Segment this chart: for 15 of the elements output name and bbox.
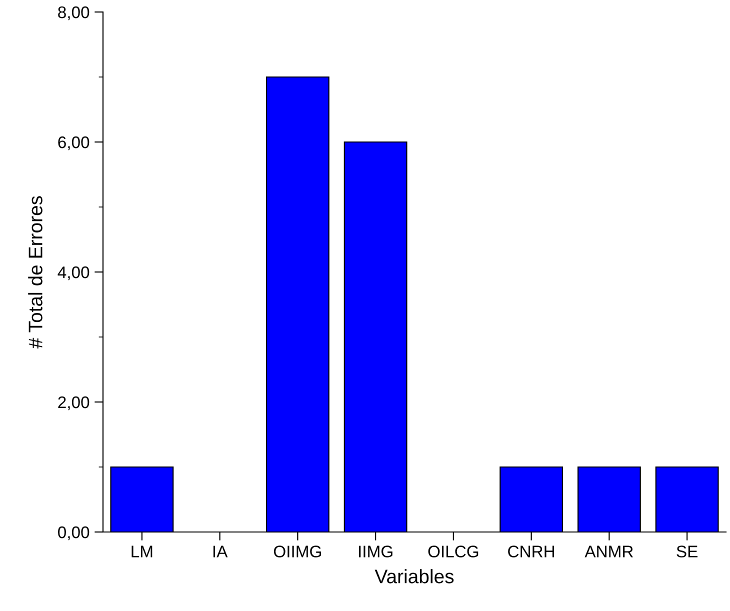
- y-tick-label: 8,00: [58, 6, 90, 20]
- y-tick-label: 2,00: [58, 396, 90, 410]
- x-tick-label: IIMG: [359, 546, 392, 558]
- x-tick-label: CNRH: [508, 546, 554, 558]
- x-tick-label: OIIMG: [274, 546, 321, 558]
- x-tick-label: SE: [676, 546, 698, 558]
- y-tick-label: 0,00: [58, 526, 90, 540]
- x-tick-label: ANMR: [584, 546, 633, 558]
- y-tick-label: 6,00: [58, 136, 90, 150]
- y-axis-title: # Total de Errores: [28, 196, 42, 348]
- x-tick-label: LM: [132, 546, 152, 558]
- x-axis-title: Variables: [374, 569, 454, 584]
- y-tick-label: 4,00: [58, 266, 90, 280]
- x-tick-label: IA: [213, 546, 228, 558]
- x-tick-label: OILCG: [428, 546, 478, 558]
